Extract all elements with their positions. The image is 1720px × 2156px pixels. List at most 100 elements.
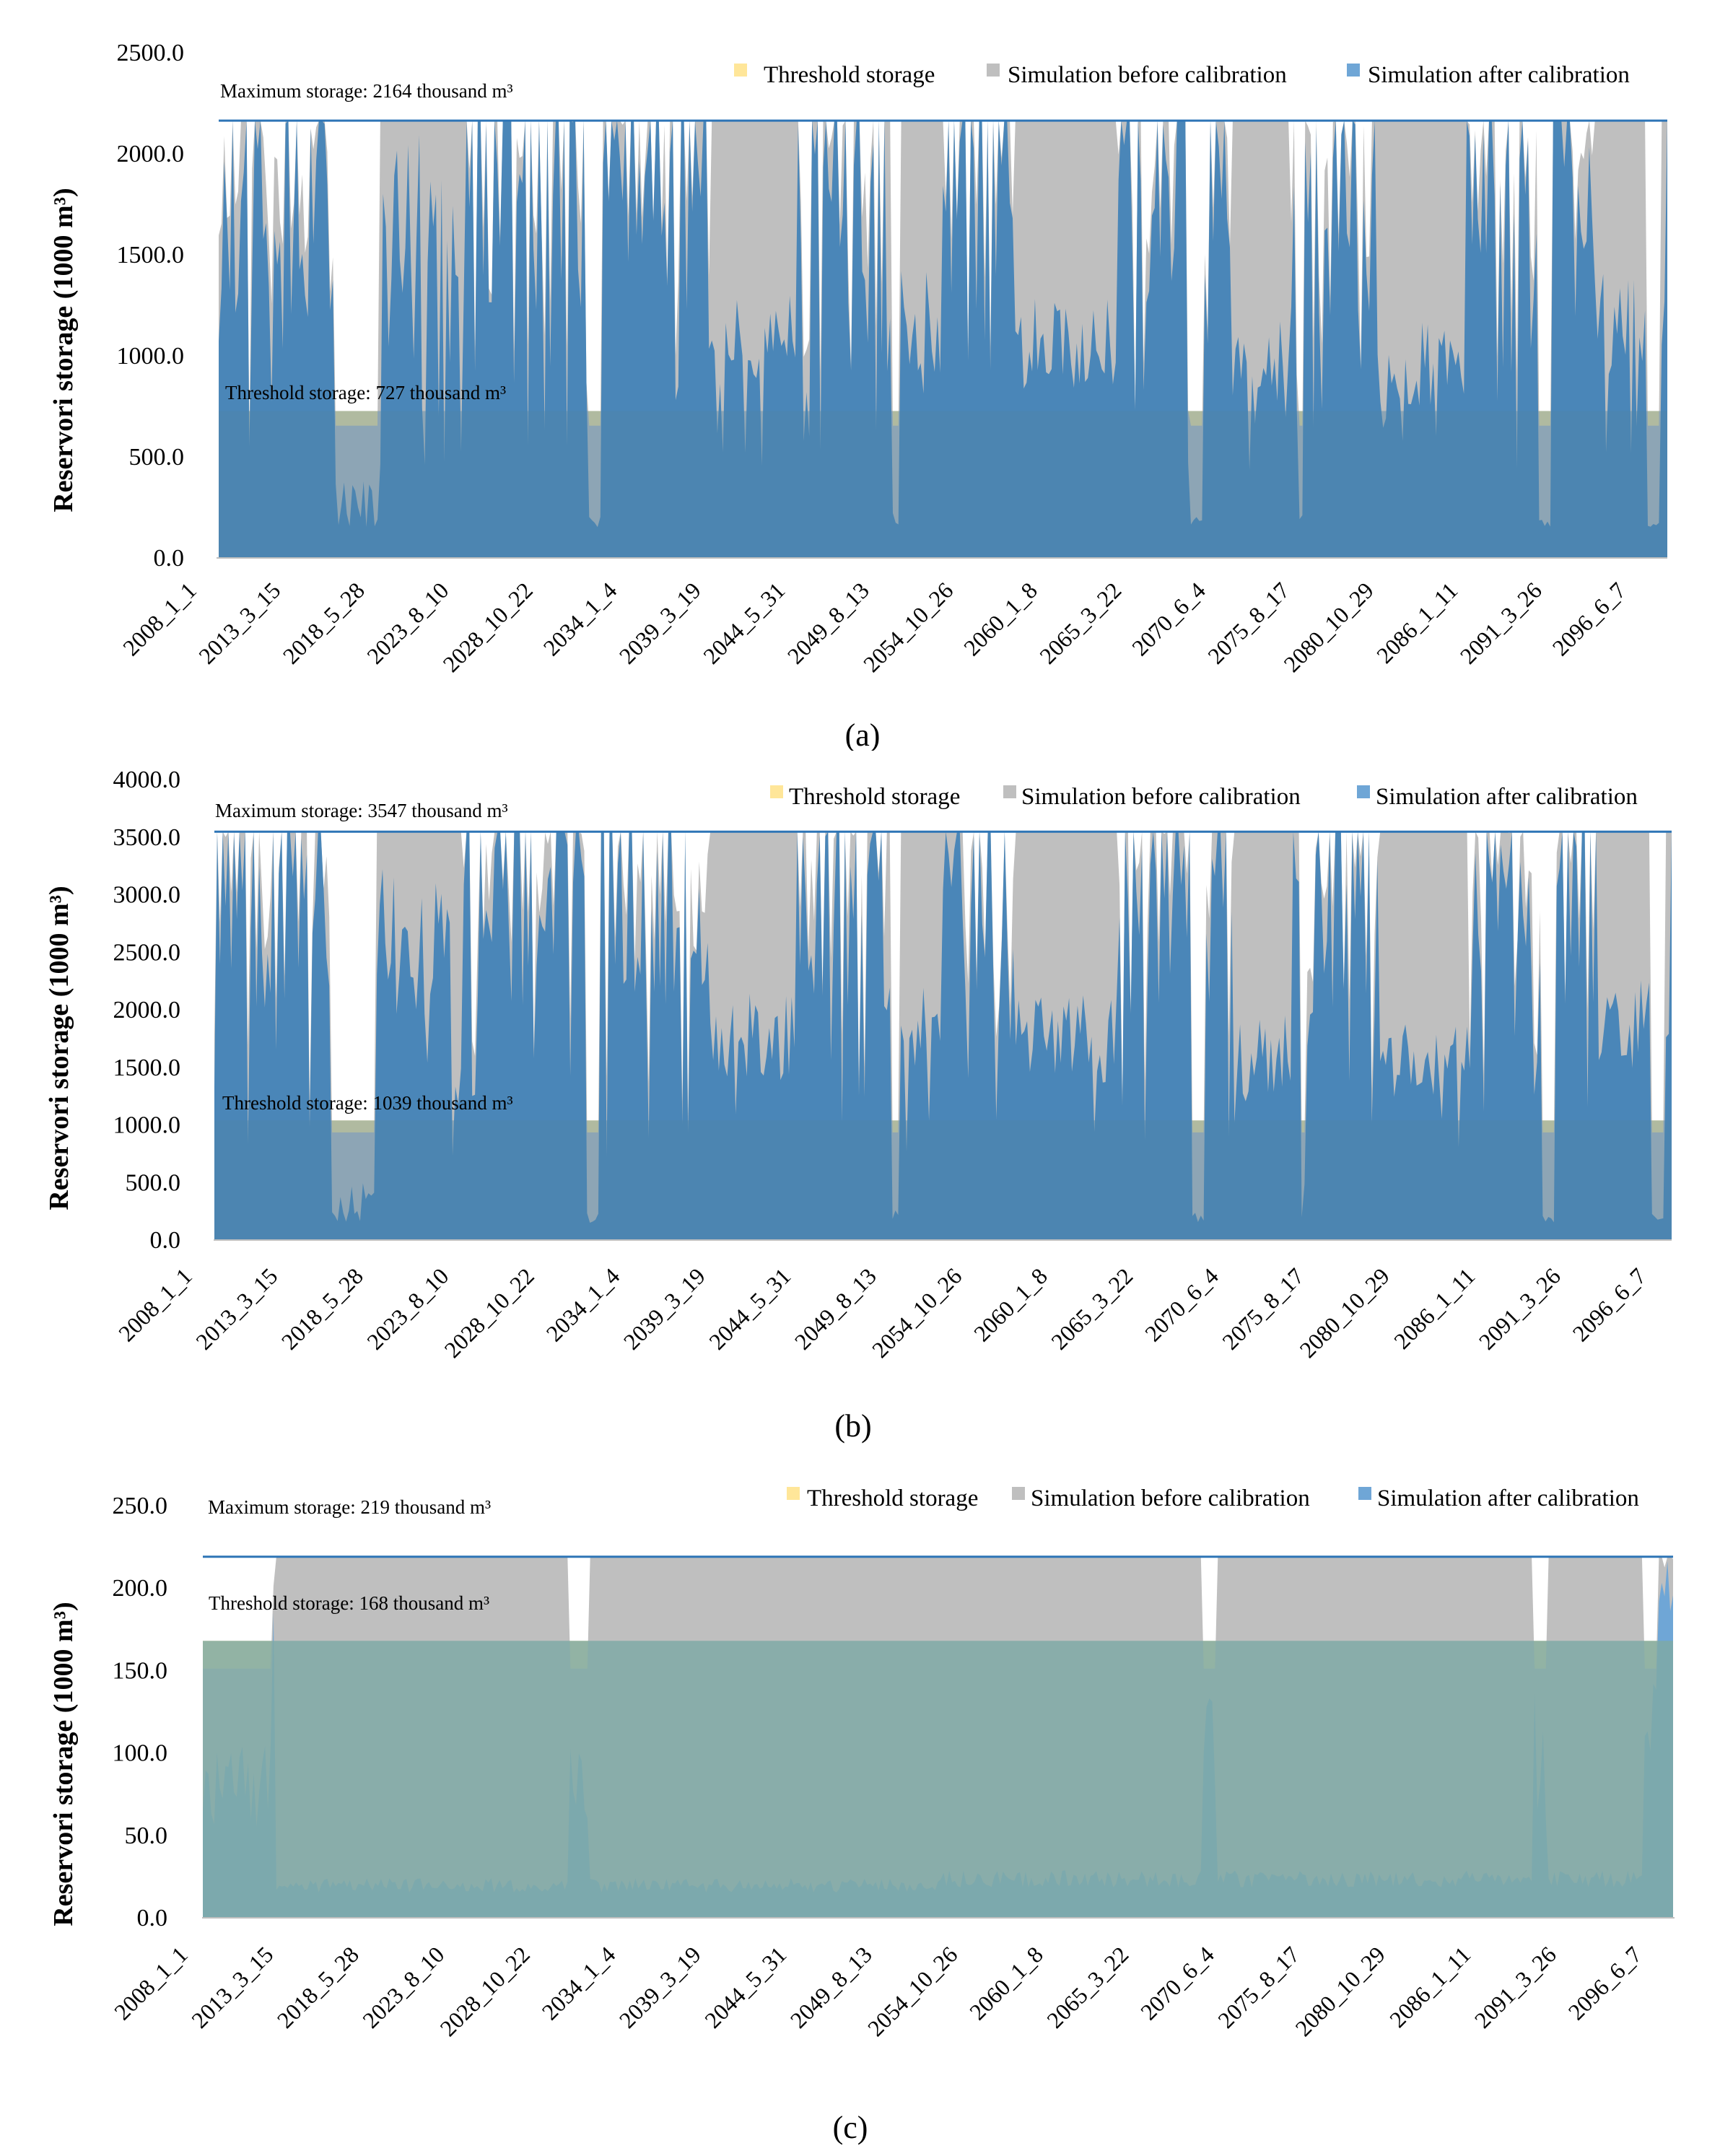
x-tick-label: 2008_1_1 [109,1941,193,2025]
x-tick-label: 2075_8_17 [1213,1941,1304,2033]
y-tick-label: 0.0 [154,545,185,572]
x-tick-label: 2054_10_26 [867,1262,967,1363]
y-tick-label: 0.0 [150,1227,181,1254]
y-tick-label: 2500.0 [117,40,185,66]
legend-swatch-before [987,64,1000,77]
y-tick-label: 2000.0 [113,997,181,1024]
x-tick-label: 2018_5_28 [276,1262,368,1354]
legend-label-after: Simulation after calibration [1376,784,1638,810]
y-tick-label: 1000.0 [117,343,185,370]
plot-area [214,832,1672,1240]
x-tick-label: 2039_3_19 [614,1941,706,2033]
legend-swatch-after [1347,64,1360,77]
x-tick-label: 2060_1_8 [969,1262,1052,1346]
x-tick-label: 2070_6_4 [1127,577,1210,660]
legend-label-threshold: Threshold storage [789,784,960,810]
x-tick-label: 2080_10_29 [1294,1262,1394,1363]
x-tick-label: 2044_5_31 [704,1262,795,1354]
x-tick-label: 2070_6_4 [1140,1262,1223,1346]
x-tick-label: 2096_6_7 [1567,1262,1651,1346]
x-tick-label: 2013_3_15 [191,1262,282,1354]
y-tick-label: 2500.0 [113,939,181,966]
threshold-overlap-band [203,1641,1673,1918]
legend-label-threshold: Threshold storage [764,62,935,88]
x-tick-label: 2060_1_8 [959,577,1042,660]
plot-area [219,121,1667,559]
max-storage-label: Maximum storage: 3547 thousand m³ [215,800,508,821]
x-tick-label: 2065_3_22 [1034,577,1126,668]
y-tick-label: 100.0 [113,1740,168,1767]
x-tick-label: 2023_8_10 [362,577,453,668]
y-tick-label: 1500.0 [117,242,185,269]
y-tick-label: 4000.0 [113,767,181,793]
x-tick-label: 2065_3_22 [1046,1262,1138,1354]
y-tick-label: 500.0 [129,444,185,471]
x-tick-label: 2008_1_1 [113,1262,197,1346]
x-tick-label: 2013_3_15 [186,1941,278,2033]
x-tick-label: 2091_3_26 [1474,1262,1566,1354]
legend-swatch-threshold [734,64,747,77]
x-tick-label: 2086_1_11 [1371,577,1462,668]
y-tick-label: 3000.0 [113,882,181,909]
max-storage-label: Maximum storage: 2164 thousand m³ [220,80,513,102]
y-tick-label: 2000.0 [117,141,185,167]
legend-swatch-threshold [787,1487,800,1500]
plot-area [203,1556,1673,1918]
x-tick-label: 2049_8_13 [790,1262,881,1354]
threshold-overlap-band [214,1120,1672,1240]
x-tick-label: 2086_1_11 [1389,1262,1480,1353]
x-tick-label: 2039_3_19 [614,577,706,668]
x-tick-label: 2049_8_13 [785,1941,877,2033]
x-tick-label: 2018_5_28 [272,1941,364,2033]
chart-panel-a: 0.0 500.0 1000.0 1500.0 2000.0 2500.0 Reservo… [0,0,1720,751]
y-axis-label: Reservori storage (1000 m³) [48,1602,79,1926]
x-tick-label: 2013_3_15 [193,577,285,668]
y-tick-label: 1000.0 [113,1112,181,1139]
x-tick-label: 2065_3_22 [1042,1941,1133,2033]
threshold-storage-label: Threshold storage: 168 thousand m³ [209,1592,489,1614]
legend-label-before: Simulation before calibration [1021,784,1301,810]
chart-panel-b: 0.0 500.0 1000.0 1500.0 2000.0 2500.0 3000.0 35… [0,722,1720,1458]
x-tick-label: 2028_10_22 [437,577,538,677]
x-tick-label: 2034_1_4 [536,1941,620,2025]
y-tick-label: 150.0 [113,1657,168,1684]
legend-label-threshold: Threshold storage [807,1485,978,1511]
x-tick-label: 2044_5_31 [699,1941,791,2033]
y-ticks: 0.0 500.0 1000.0 1500.0 2000.0 2500.0 3000.0 35… [113,767,181,1254]
x-tick-label: 2091_3_26 [1455,577,1547,668]
threshold-storage-label: Threshold storage: 1039 thousand m³ [222,1092,513,1114]
chart-c-svg: 0.0 50.0 100.0 150.0 200.0 250.0 Reservori st… [48,1485,1675,2145]
y-tick-label: 250.0 [113,1493,168,1519]
x-tick-label: 2060_1_8 [964,1941,1048,2025]
x-tick-label: 2054_10_26 [863,1941,963,2041]
x-tick-label: 2039_3_19 [619,1262,710,1354]
x-ticks: 2008_1_12013_3_152018_5_282023_8_102028_… [118,577,1630,677]
y-tick-label: 1500.0 [113,1055,181,1081]
panel-caption: (c) [833,2110,868,2145]
legend-label-after: Simulation after calibration [1377,1485,1639,1511]
x-tick-label: 2044_5_31 [698,577,790,668]
y-axis-label: Reservori storage (1000 m³) [44,886,74,1210]
y-tick-label: 50.0 [125,1823,168,1849]
threshold-overlap-band [219,411,1667,558]
series-after-calibration-area [214,832,1672,1240]
y-ticks: 0.0 50.0 100.0 150.0 200.0 250.0 [113,1493,168,1932]
x-tick-label: 2086_1_11 [1384,1941,1475,2032]
legend-swatch-before [1003,785,1016,798]
chart-a-svg: 0.0 500.0 1000.0 1500.0 2000.0 2500.0 Reservo… [48,40,1667,751]
x-tick-label: 2028_10_22 [435,1941,535,2041]
panel-caption: (b) [834,1408,871,1444]
x-tick-label: 2054_10_26 [858,577,959,677]
x-tick-label: 2080_10_29 [1290,1941,1390,2041]
panel-caption: (a) [845,717,881,751]
legend-swatch-after [1358,1487,1371,1500]
y-tick-label: 0.0 [137,1905,168,1932]
legend-label-after: Simulation after calibration [1368,62,1630,88]
legend-label-before: Simulation before calibration [1008,62,1287,88]
legend: Threshold storage Simulation before cali… [787,1485,1639,1511]
x-tick-label: 2008_1_1 [118,577,201,660]
y-tick-label: 500.0 [126,1169,181,1196]
legend-swatch-before [1012,1487,1025,1500]
x-tick-label: 2091_3_26 [1470,1941,1561,2033]
x-tick-label: 2096_6_7 [1547,577,1630,660]
